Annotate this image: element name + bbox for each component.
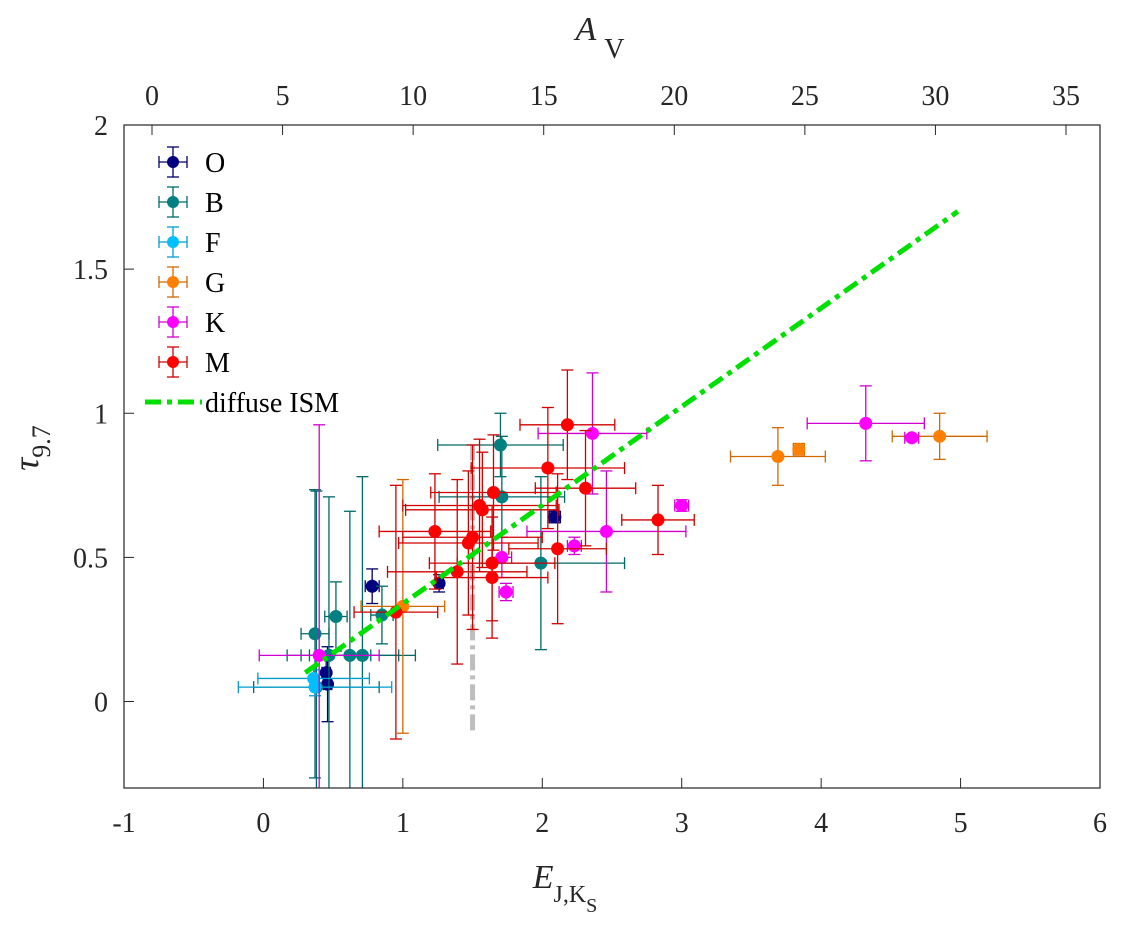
x-axis-label: EJ,KS <box>532 859 598 917</box>
data-point-M <box>450 565 464 579</box>
data-point-K <box>905 431 919 445</box>
data-point-B <box>329 609 343 623</box>
data-point-O <box>365 579 379 593</box>
data-point-M <box>579 481 593 495</box>
top-x-tick-label: 0 <box>145 81 159 112</box>
legend-label: diffuse ISM <box>205 388 339 419</box>
data-point-O <box>321 677 335 691</box>
legend-error-icon <box>158 226 188 258</box>
series-F <box>237 669 393 697</box>
top-x-tick-label: 20 <box>660 81 688 112</box>
y-tick-label: 0.5 <box>73 543 108 574</box>
legend-marker <box>167 356 179 368</box>
data-point-M <box>486 486 500 500</box>
data-point-G <box>933 429 947 443</box>
top-x-tick-label: 35 <box>1052 81 1080 112</box>
x-tick-label: 4 <box>814 808 828 839</box>
plot-frame <box>123 124 1101 789</box>
legend-item-M: M <box>158 346 230 379</box>
data-point-M <box>428 524 442 538</box>
legend-marker <box>167 196 179 208</box>
y-tick-label: 0 <box>94 688 108 719</box>
legend-label: B <box>205 188 224 219</box>
data-point-G <box>792 442 806 456</box>
data-point-M <box>541 461 555 475</box>
plot-area <box>237 209 988 788</box>
data-point-M <box>461 536 475 550</box>
chart-marks <box>237 209 988 788</box>
data-point-M <box>485 556 499 570</box>
x-tick-label: 5 <box>954 808 968 839</box>
top-x-tick-label: 15 <box>530 81 558 112</box>
data-point-K <box>585 426 599 440</box>
data-point-F <box>308 680 322 694</box>
top-x-tick-label: 10 <box>399 81 427 112</box>
y-tick-label: 1.5 <box>73 255 108 286</box>
data-point-M <box>475 503 489 517</box>
data-point-K <box>675 499 689 513</box>
data-point-M <box>651 513 665 527</box>
x-tick-label: 2 <box>535 808 549 839</box>
x-tick-label: 6 <box>1093 808 1107 839</box>
data-point-B <box>493 438 507 452</box>
legend-marker <box>167 316 179 328</box>
data-point-M <box>560 418 574 432</box>
series-O <box>319 510 562 723</box>
axes: -1 0 1 2 3 4 5 600.511.520 5 10 15 20 25 30 35EJ,KSτ9.… <box>6 11 1107 917</box>
data-point-G <box>771 450 785 463</box>
series-B <box>253 412 626 788</box>
legend-item-G: G <box>158 266 225 299</box>
data-point-M <box>485 571 499 585</box>
data-point-B <box>308 627 322 641</box>
legend-label: O <box>205 148 225 179</box>
top-axis-label: AV <box>573 11 624 65</box>
x-tick-label: 0 <box>256 808 270 839</box>
legend-item-F: F <box>158 226 221 259</box>
legend-label: M <box>205 348 230 379</box>
legend-label: K <box>205 308 225 339</box>
legend-marker <box>167 156 179 168</box>
data-point-K <box>499 585 513 599</box>
data-point-K <box>567 539 581 553</box>
data-point-O <box>319 666 333 680</box>
y-axis-label: τ9.7 <box>6 425 56 470</box>
legend-marker <box>167 236 179 248</box>
data-point-M <box>551 542 565 556</box>
x-tick-label: 3 <box>675 808 689 839</box>
legend-item-O: O <box>158 146 225 179</box>
top-x-tick-label: 30 <box>921 81 949 112</box>
legend-item-K: K <box>158 306 225 339</box>
legend-label: G <box>205 268 225 299</box>
legend-item-diffuse-ism: diffuse ISM <box>145 388 339 419</box>
legend-label: F <box>205 228 221 259</box>
data-point-K <box>599 524 613 538</box>
diffuse-ism-line <box>303 209 960 675</box>
top-x-tick-label: 25 <box>791 81 819 112</box>
series-M <box>353 369 695 740</box>
top-x-tick-label: 5 <box>276 81 290 112</box>
y-tick-label: 2 <box>94 111 108 142</box>
data-point-K <box>495 550 509 564</box>
legend-marker <box>167 276 179 288</box>
legend-item-B: B <box>158 186 224 219</box>
data-point-K <box>859 416 873 430</box>
series-K <box>258 372 925 788</box>
x-tick-label: 1 <box>396 808 410 839</box>
y-tick-label: 1 <box>94 399 108 430</box>
x-tick-label: -1 <box>112 808 135 839</box>
